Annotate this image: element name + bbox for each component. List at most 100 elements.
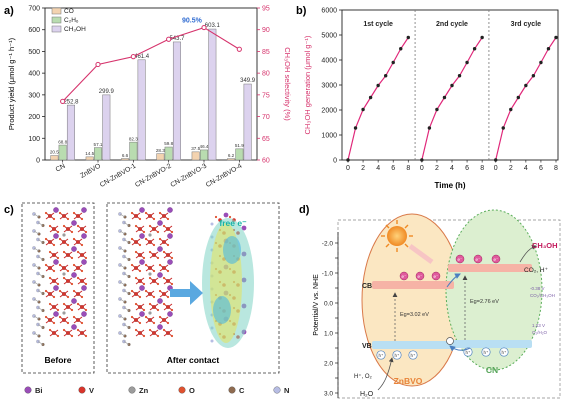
cycle-label: 1st cycle <box>363 21 393 28</box>
oxygen-atom <box>52 321 56 325</box>
vanadium-atom <box>134 240 138 244</box>
x-tick-label: CN-ZnBVO-4 <box>205 163 244 189</box>
y-tick-label: 700 <box>28 6 40 13</box>
bismuth-atom <box>53 259 59 265</box>
legend-atom-swatch <box>228 386 236 394</box>
vanadium-atom <box>48 292 52 296</box>
vanadium-atom <box>76 292 80 296</box>
oxygen-atom <box>156 308 160 312</box>
x-tick-label: 6 <box>391 165 395 172</box>
selectivity-point <box>236 46 242 52</box>
bar-value-label: 59.8 <box>164 141 173 146</box>
oxygen-atom <box>58 263 62 267</box>
vanadium-atom <box>152 305 156 309</box>
bar-co <box>191 151 200 161</box>
legend-label: CO <box>64 8 74 15</box>
oxygen-atom <box>152 295 156 299</box>
cycle-curve <box>347 37 409 161</box>
x-tick-label: 0 <box>420 165 424 172</box>
oxygen-atom <box>72 289 76 293</box>
oxygen-atom <box>156 230 160 234</box>
panel-a-y2-axis: 60 65 70 75 80 85 90 95 <box>257 6 270 165</box>
zinc-atom <box>62 311 66 315</box>
co2-potential: -0.38 V <box>530 286 545 291</box>
y2-tick-label: 95 <box>262 6 270 13</box>
x-tick-label: CN-ZnBVO-1 <box>99 163 138 189</box>
bismuth-atom <box>81 233 87 239</box>
o2-potential: 1.23 V <box>532 323 545 328</box>
oxygen-atom <box>52 269 56 273</box>
y-tick-label: 200 <box>28 114 40 121</box>
vanadium-atom <box>134 214 138 218</box>
bond <box>123 239 130 243</box>
hole-symbol: h⁺ <box>502 350 508 355</box>
oxygen-atom <box>84 282 88 286</box>
oxygen-atom <box>72 237 76 241</box>
legend-atom-label: Bi <box>35 386 43 395</box>
bar-value-label: 57.1 <box>94 142 103 147</box>
y-tick-label: 3000 <box>321 83 337 90</box>
cycle-point <box>399 47 403 51</box>
bond <box>33 230 40 235</box>
bismuth-atom <box>223 212 229 218</box>
vanadium-atom <box>166 279 170 283</box>
vanadium-atom <box>152 253 156 257</box>
oxygen-atom <box>142 334 146 338</box>
cycle-point <box>391 60 395 65</box>
legend-atom-swatch <box>178 386 186 394</box>
cycle-point <box>442 95 447 100</box>
hole <box>499 347 509 357</box>
bond <box>123 222 130 226</box>
axis-tick-label: 2.0 <box>324 361 333 368</box>
legend-atom-label: N <box>284 386 289 395</box>
bar-co <box>227 158 236 161</box>
zinc-atom <box>148 311 152 315</box>
axis-tick-label: -1.0 <box>322 271 334 278</box>
bismuth-atom <box>71 298 77 304</box>
zinc-atom <box>62 233 66 237</box>
hole <box>392 350 402 360</box>
oxygen-atom <box>142 282 146 286</box>
electron <box>455 254 465 264</box>
hole <box>376 350 386 360</box>
legend-swatch <box>51 16 62 24</box>
x-tick-label: 8 <box>554 165 558 172</box>
oxygen-atom <box>44 263 48 267</box>
bar-choh <box>102 94 111 161</box>
bar-value-label: 82.3 <box>129 136 138 141</box>
bismuth-atom <box>71 324 77 330</box>
vanadium-atom <box>162 214 166 218</box>
bond <box>37 273 44 277</box>
cycle-point <box>435 107 439 112</box>
nitrogen-atom <box>210 222 214 226</box>
panel-b-cycle-labels: 1st cycle 2nd cycle 3rd cycle <box>363 21 541 28</box>
bar-co <box>121 158 130 161</box>
bond <box>33 264 40 269</box>
oxygen-atom <box>84 256 88 260</box>
oxygen-atom <box>72 315 76 319</box>
bar-value-label: 461.4 <box>134 54 150 60</box>
bismuth-atom <box>139 311 145 317</box>
bar-ch <box>164 146 173 161</box>
electron-symbol: e⁻ <box>402 274 408 279</box>
bar-value-label: 51.9 <box>235 143 244 148</box>
vanadium-atom <box>148 240 152 244</box>
oxygen-atom <box>170 308 174 312</box>
bond <box>119 315 126 320</box>
bismuth-atom <box>81 259 87 265</box>
oxygen-atom <box>144 263 148 267</box>
x-tick-label: 4 <box>524 165 528 172</box>
vanadium-atom <box>66 279 70 283</box>
oxygen-atom <box>130 237 134 241</box>
panel-a-bars <box>50 28 252 161</box>
legend-atom-swatch <box>24 386 32 394</box>
vanadium-atom <box>80 253 84 257</box>
cycle-point <box>509 107 513 112</box>
bond <box>123 273 130 277</box>
oxygen-atom <box>138 269 142 273</box>
oxygen-atom <box>170 230 174 234</box>
oxygen-atom <box>72 211 76 215</box>
before-label: Before <box>45 355 72 365</box>
oxygen-atom <box>166 243 170 247</box>
x-tick-label: 0 <box>346 165 350 172</box>
